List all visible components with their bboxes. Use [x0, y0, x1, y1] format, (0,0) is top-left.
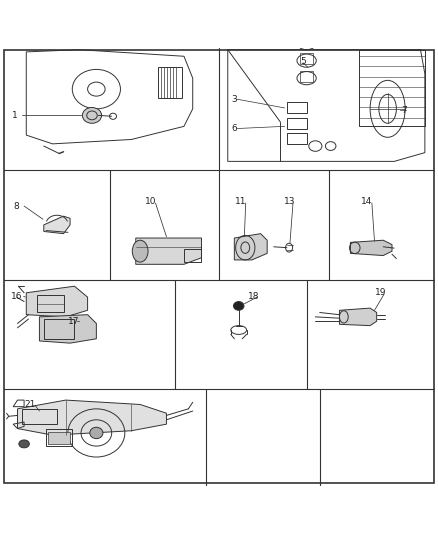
Text: 18: 18 [248, 292, 259, 301]
Polygon shape [18, 400, 166, 435]
Bar [287, 133, 307, 144]
Text: 10: 10 [145, 197, 156, 206]
Ellipse shape [233, 302, 244, 310]
Bar [300, 53, 313, 64]
Text: 1: 1 [12, 111, 18, 120]
Text: 7: 7 [401, 106, 406, 115]
Ellipse shape [90, 427, 103, 439]
Text: 21: 21 [24, 400, 35, 409]
Polygon shape [234, 233, 267, 260]
Ellipse shape [132, 240, 148, 262]
Bar [48, 432, 70, 444]
Polygon shape [39, 314, 96, 343]
Bar [22, 409, 57, 424]
Text: 19: 19 [374, 288, 386, 297]
Bar [44, 319, 74, 339]
Polygon shape [44, 216, 70, 233]
Bar [184, 249, 201, 262]
Bar [37, 295, 64, 312]
Polygon shape [350, 240, 392, 255]
Ellipse shape [82, 108, 102, 123]
Text: 13: 13 [284, 197, 295, 206]
Polygon shape [339, 308, 377, 326]
Text: 17: 17 [68, 317, 79, 326]
Bar [300, 36, 313, 46]
Bar [158, 67, 182, 98]
Text: 8: 8 [13, 201, 19, 211]
Text: 3: 3 [231, 95, 237, 104]
Polygon shape [136, 238, 201, 264]
Text: 5: 5 [300, 57, 306, 66]
Ellipse shape [19, 440, 29, 448]
Polygon shape [26, 286, 88, 317]
Text: 16: 16 [11, 292, 22, 301]
Bar [287, 102, 307, 113]
Bar [300, 71, 313, 82]
Bar [46, 429, 72, 446]
Bar [287, 118, 307, 128]
Text: 6: 6 [231, 124, 237, 133]
Text: 14: 14 [361, 197, 373, 206]
Text: 11: 11 [235, 197, 247, 206]
